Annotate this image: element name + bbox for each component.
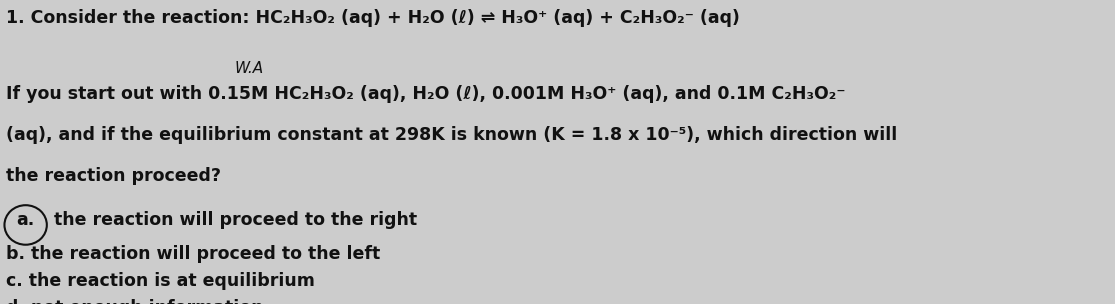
Text: (aq), and if the equilibrium constant at 298K is known (K = 1.8 x 10⁻⁵), which d: (aq), and if the equilibrium constant at… (6, 126, 896, 144)
Text: If you start out with 0.15M HC₂H₃O₂ (aq), H₂O (ℓ), 0.001M H₃O⁺ (aq), and 0.1M C₂: If you start out with 0.15M HC₂H₃O₂ (aq)… (6, 85, 845, 103)
Text: W.A: W.A (234, 61, 263, 76)
Text: a.: a. (17, 211, 35, 229)
Text: the reaction proceed?: the reaction proceed? (6, 167, 221, 185)
Text: 1. Consider the reaction: HC₂H₃O₂ (aq) + H₂O (ℓ) ⇌ H₃O⁺ (aq) + C₂H₃O₂⁻ (aq): 1. Consider the reaction: HC₂H₃O₂ (aq) +… (6, 9, 739, 27)
Text: b. the reaction will proceed to the left: b. the reaction will proceed to the left (6, 245, 380, 263)
Text: the reaction will proceed to the right: the reaction will proceed to the right (54, 211, 417, 229)
Text: c. the reaction is at equilibrium: c. the reaction is at equilibrium (6, 272, 314, 290)
Text: d. not enough information: d. not enough information (6, 299, 263, 304)
